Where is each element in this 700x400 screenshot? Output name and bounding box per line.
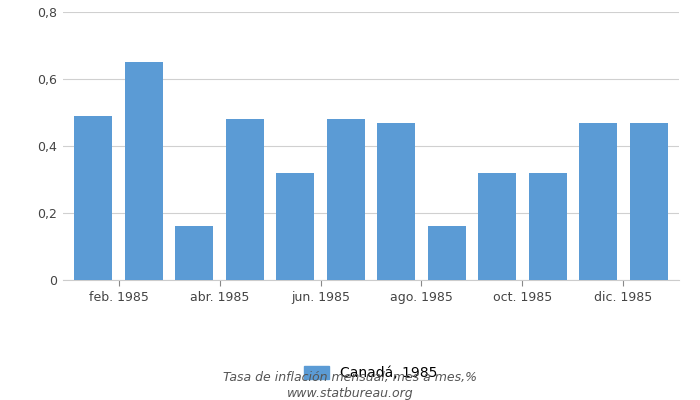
Bar (74, 116, 112, 280)
Bar (276, 173, 314, 280)
Bar (175, 226, 214, 280)
Bar (125, 62, 162, 280)
Bar (428, 226, 466, 280)
Bar (478, 173, 516, 280)
Bar (528, 173, 567, 280)
Legend: Canadá, 1985: Canadá, 1985 (299, 360, 443, 386)
Text: www.statbureau.org: www.statbureau.org (287, 388, 413, 400)
Bar (327, 119, 365, 280)
Text: Tasa de inflación mensual, mes a mes,%: Tasa de inflación mensual, mes a mes,% (223, 372, 477, 384)
Bar (226, 119, 264, 280)
Bar (377, 122, 415, 280)
Bar (580, 122, 617, 280)
Bar (630, 122, 668, 280)
